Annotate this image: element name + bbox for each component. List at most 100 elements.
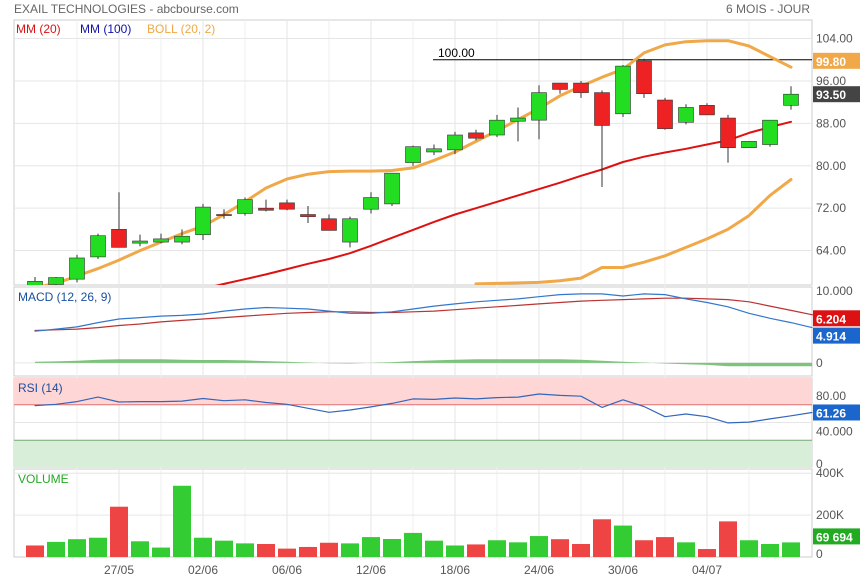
- macd-ytick-label: 10.000: [816, 284, 853, 298]
- badge-volume: 69 694: [813, 528, 860, 545]
- candle-body-up: [69, 257, 85, 280]
- chart-period: 6 MOIS - JOUR: [726, 2, 810, 16]
- volume-bar-up: [362, 537, 380, 557]
- macd-signal-line: [34, 297, 834, 332]
- badge-boll: 99.80: [813, 52, 860, 69]
- legend-boll: BOLL (20, 2): [147, 22, 215, 36]
- x-tick-label: 06/06: [272, 563, 302, 577]
- candle: [783, 86, 799, 110]
- value-badges: 99.80 93.50 6.204 4.914 61.26 69 694: [813, 52, 860, 545]
- candle-body-up: [342, 218, 358, 243]
- volume-bar-down: [299, 546, 317, 557]
- badge-rsi-text: 61.26: [816, 406, 846, 420]
- price-ytick-label: 72.00: [816, 201, 846, 215]
- volume-bar-up: [488, 540, 506, 557]
- volume-bar-up: [782, 542, 800, 557]
- candle-body-up: [678, 107, 694, 123]
- candle-body-down: [258, 207, 274, 211]
- candle-body-down: [636, 60, 652, 94]
- volume-bar-up: [89, 537, 107, 557]
- candle-body-up: [426, 148, 442, 153]
- volume-bar-up: [215, 540, 233, 557]
- volume-bar-up: [341, 543, 359, 557]
- price-ytick-label: 96.00: [816, 74, 846, 88]
- rsi-panel: 80.00 40.000 0: [14, 378, 853, 471]
- candle: [216, 209, 232, 219]
- badge-macd-signal: 6.204: [813, 310, 860, 327]
- volume-bar-up: [131, 541, 149, 557]
- candle: [69, 254, 85, 283]
- x-tick-label: 30/06: [608, 563, 638, 577]
- rsi-line: [34, 393, 813, 424]
- x-tick-label: 24/06: [524, 563, 554, 577]
- badge-boll-text: 99.80: [816, 55, 846, 69]
- volume-bar-up: [446, 545, 464, 557]
- candle: [384, 172, 400, 207]
- candle-body-down: [300, 214, 316, 217]
- candle: [573, 80, 589, 98]
- candle: [237, 197, 253, 216]
- candle: [258, 199, 274, 212]
- candle-body-up: [405, 146, 421, 163]
- badge-price: 93.50: [813, 86, 860, 103]
- candle-body-up: [237, 199, 253, 214]
- candle: [132, 234, 148, 247]
- reference-line-label: 100.00: [438, 46, 475, 60]
- volume-ytick-label: 200K: [816, 508, 844, 522]
- volume-bar-down: [467, 544, 485, 557]
- candle-body-down: [216, 214, 232, 216]
- badge-rsi-bg: [813, 404, 860, 421]
- rsi-oversold-zone: [14, 440, 812, 467]
- candle: [321, 214, 337, 231]
- candle: [153, 233, 169, 244]
- legend-macd: MACD (12, 26, 9): [18, 290, 111, 304]
- candle-body-up: [741, 141, 757, 149]
- candle-body-up: [27, 280, 43, 285]
- macd-ytick-label: 0: [816, 356, 823, 370]
- volume-bar-down: [719, 521, 737, 557]
- candle-body-down: [720, 117, 736, 149]
- price-ytick-label: 80.00: [816, 159, 846, 173]
- candle-body-down: [321, 218, 337, 231]
- candle-body-up: [174, 235, 190, 243]
- candle: [342, 216, 358, 248]
- candle-body-down: [111, 229, 127, 248]
- candle: [531, 85, 547, 140]
- volume-bar-up: [614, 525, 632, 557]
- candle: [111, 192, 127, 248]
- candle-body-down: [657, 99, 673, 129]
- candle: [447, 131, 463, 155]
- volume-bar-up: [509, 542, 527, 557]
- candle: [657, 97, 673, 130]
- candle-body-up: [762, 119, 778, 145]
- x-tick-label: 27/05: [104, 563, 134, 577]
- mm20-line: [214, 120, 792, 285]
- candle-body-up: [195, 206, 211, 235]
- candle: [741, 141, 757, 149]
- boll-lower-line: [474, 178, 793, 285]
- rsi-ytick-label: 40.000: [816, 424, 853, 438]
- badge-boll-bg: [813, 52, 860, 69]
- badge-volume-bg: [813, 528, 860, 545]
- macd-panel: 10.000 0: [34, 284, 853, 370]
- legend-rsi: RSI (14): [18, 381, 63, 395]
- candle: [636, 58, 652, 98]
- candle-body-down: [279, 202, 295, 210]
- candle-body-up: [48, 277, 64, 285]
- candle-body-up: [531, 92, 547, 121]
- volume-bar-down: [110, 506, 128, 557]
- volume-bar-up: [530, 536, 548, 557]
- macd-histogram: [35, 359, 812, 367]
- volume-ytick-label: 400K: [816, 466, 844, 480]
- rsi-ytick-label: 0: [816, 457, 823, 471]
- legend-mm20: MM (20): [16, 22, 61, 36]
- candle: [762, 119, 778, 147]
- volume-ytick-label: 0: [816, 547, 823, 561]
- candle: [594, 90, 610, 187]
- candle: [90, 233, 106, 260]
- candle: [615, 65, 631, 117]
- volume-bar-up: [68, 539, 86, 557]
- badge-macd: 4.914: [813, 327, 860, 344]
- candle-body-down: [573, 82, 589, 93]
- price-plot-area: [27, 39, 799, 285]
